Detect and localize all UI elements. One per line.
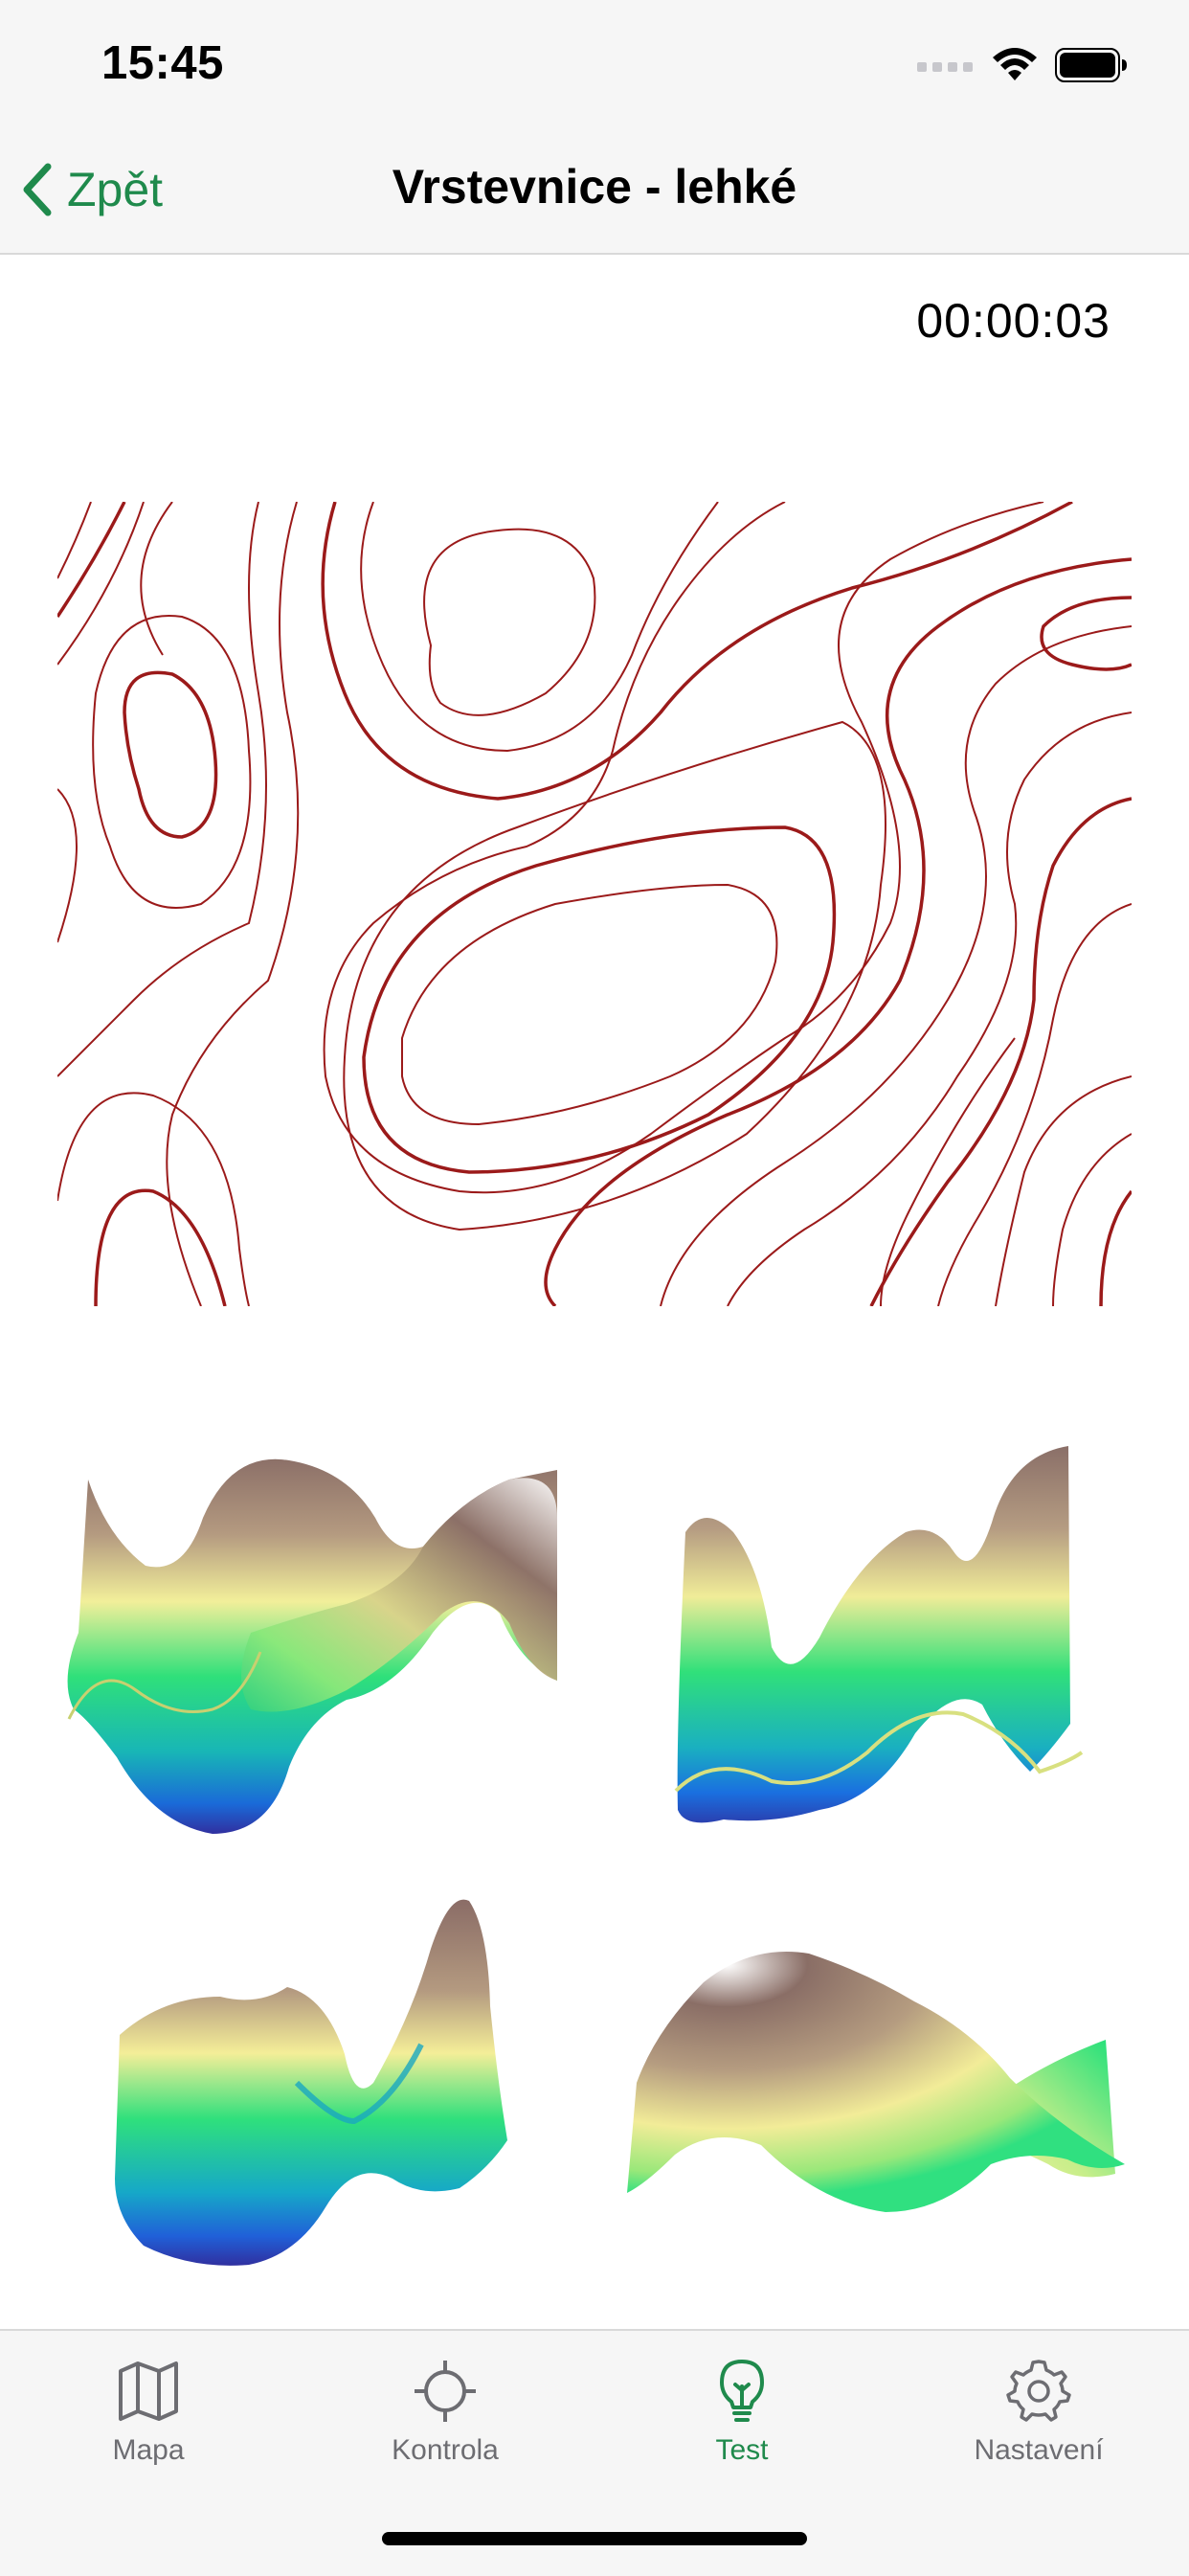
status-time: 15:45 (101, 37, 224, 89)
tab-label-test: Test (715, 2434, 769, 2466)
tab-label-nastaveni: Nastavení (974, 2434, 1104, 2466)
lightbulb-icon (720, 2360, 764, 2422)
map-icon (119, 2361, 178, 2421)
crosshair-icon (415, 2361, 476, 2422)
surface-option-2[interactable] (666, 1446, 1088, 1829)
gear-icon (1006, 2360, 1071, 2422)
wifi-icon (993, 48, 1037, 80)
surface-option-3[interactable] (105, 1891, 517, 2270)
tab-label-kontrola: Kontrola (392, 2434, 499, 2466)
status-bar: 15:45 (0, 0, 1189, 126)
battery-icon (1055, 48, 1127, 82)
status-icons (917, 42, 1128, 88)
tab-kontrola[interactable]: Kontrola (297, 2356, 594, 2499)
tab-nastaveni[interactable]: Nastavení (890, 2356, 1187, 2499)
surface-option-4[interactable] (627, 1944, 1125, 2217)
tab-test[interactable]: Test (594, 2356, 890, 2499)
contour-map (57, 502, 1132, 1306)
page-title: Vrstevnice - lehké (392, 160, 797, 214)
tab-bar: Mapa Kontrola Test Nastavení (0, 2329, 1189, 2576)
home-indicator[interactable] (382, 2532, 807, 2545)
tab-label-mapa: Mapa (112, 2434, 185, 2466)
surface-option-1[interactable] (59, 1441, 567, 1839)
back-button[interactable]: Zpět (21, 155, 163, 224)
elapsed-timer: 00:00:03 (916, 294, 1110, 348)
signal-icon (917, 62, 973, 72)
back-label: Zpět (67, 163, 164, 216)
chevron-left-icon (23, 163, 52, 216)
tab-mapa[interactable]: Mapa (0, 2356, 297, 2499)
navigation-bar: Zpět Vrstevnice - lehké (0, 126, 1189, 255)
